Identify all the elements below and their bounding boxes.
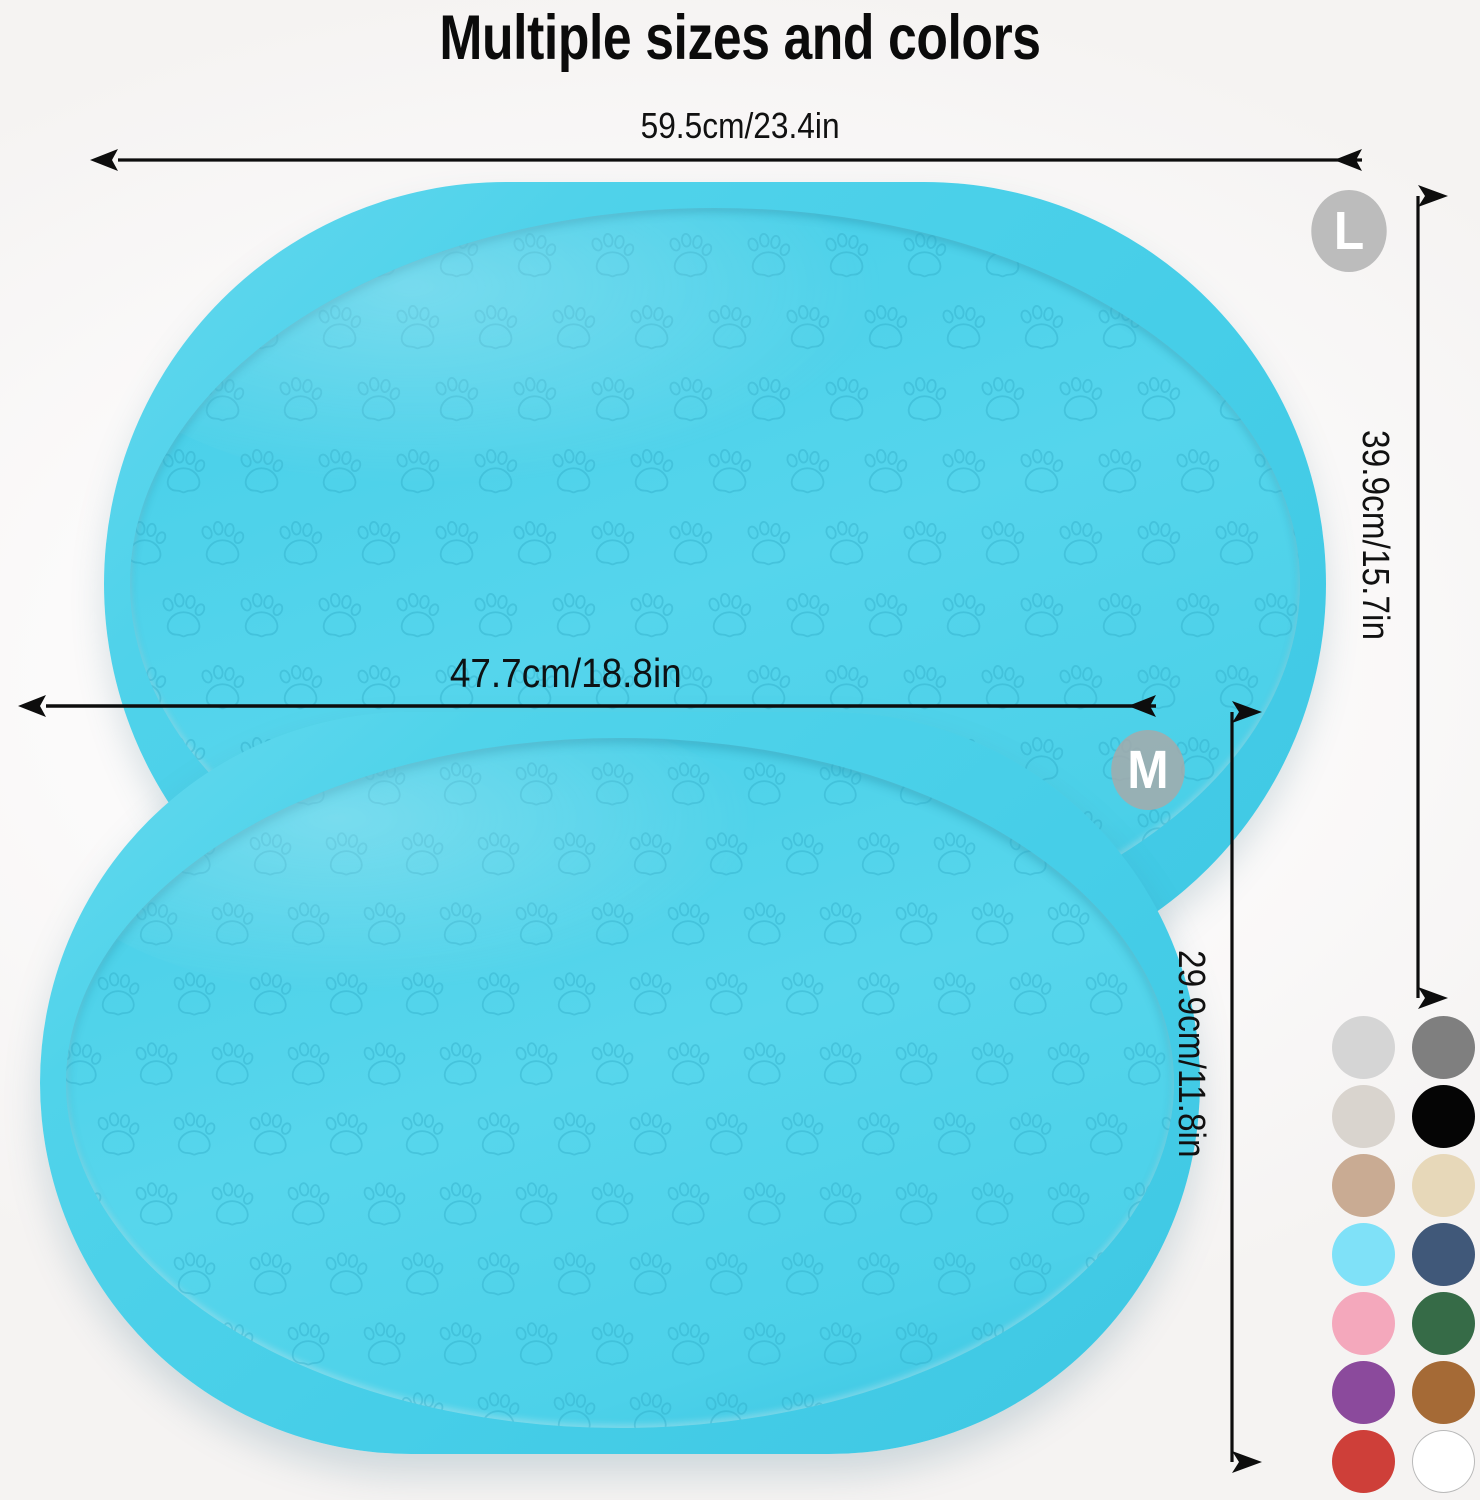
color-swatch-purple[interactable]	[1331, 1360, 1395, 1424]
color-swatch-navy-blue[interactable]	[1411, 1222, 1475, 1286]
color-swatch-dark-green[interactable]	[1411, 1291, 1475, 1355]
size-badge-large: L	[1311, 190, 1387, 272]
color-swatch-gray[interactable]	[1411, 1015, 1475, 1079]
dimension-label-large-width: 59.5cm/23.4in	[0, 105, 1480, 147]
size-badge-medium-label: M	[1127, 740, 1169, 800]
color-swatch-light-gray[interactable]	[1331, 1015, 1395, 1079]
color-swatch-warm-gray[interactable]	[1331, 1084, 1395, 1148]
color-swatch-white[interactable]	[1411, 1429, 1475, 1493]
color-swatch-red[interactable]	[1331, 1429, 1395, 1493]
size-badge-medium: M	[1111, 730, 1185, 810]
dimension-label-medium-width: 47.7cm/18.8in	[449, 650, 682, 696]
color-swatch-cream[interactable]	[1411, 1153, 1475, 1217]
color-swatch-taupe[interactable]	[1331, 1153, 1395, 1217]
color-swatch-light-blue[interactable]	[1331, 1222, 1395, 1286]
color-swatch-black[interactable]	[1411, 1084, 1475, 1148]
color-swatch-brown[interactable]	[1411, 1360, 1475, 1424]
color-swatch-pink[interactable]	[1331, 1291, 1395, 1355]
dimension-label-medium-height: 29.9cm/11.8in	[1170, 950, 1212, 1158]
size-badge-large-label: L	[1333, 201, 1365, 261]
dimension-text-large-width: 59.5cm/23.4in	[640, 105, 840, 146]
color-swatch-grid	[1330, 1015, 1480, 1500]
page-title: Multiple sizes and colors	[439, 3, 1041, 73]
